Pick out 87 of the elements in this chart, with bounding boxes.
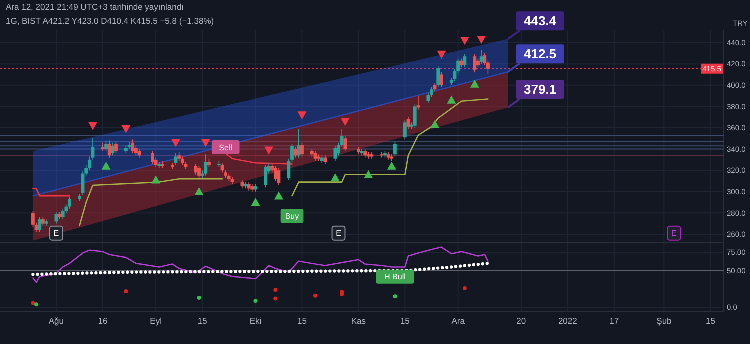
candlestick [264,164,268,188]
point [152,176,161,184]
x-tick-label: Kas [351,316,366,326]
annotation: E [54,229,60,238]
point [460,37,470,46]
candlestick [114,141,118,154]
annotation: E [672,229,677,238]
point [122,125,131,134]
point [31,301,36,306]
candlestick [194,164,198,176]
candlestick [61,208,65,220]
point [477,36,486,44]
annotation: 412.5 [524,46,557,62]
x-tick-label: Ağu [48,316,64,326]
candlestick [151,151,154,165]
point [387,162,396,170]
x-tick-label: 2022 [558,316,578,326]
chart-subtitle: 1G, BIST A421.2 Y423.0 D410.4 K415.5 −5.8 (−1.38%) [6,16,214,26]
candlestick [480,50,484,64]
candlestick [198,166,201,178]
point [197,296,202,300]
candlestick [403,120,407,140]
candlestick [314,151,318,162]
candlestick [277,168,281,186]
point [254,298,258,303]
candlestick [300,142,304,158]
point [314,294,318,298]
candlestick [440,72,444,88]
candlestick [380,152,384,158]
point [194,187,204,196]
candlestick [473,54,477,73]
candlestick [436,66,440,88]
point [251,198,260,206]
x-tick-label: Şub [656,316,672,326]
candlestick [274,166,278,182]
annotation: 443.4 [524,14,558,29]
candlestick [38,217,42,233]
point [330,174,340,182]
candlestick [204,154,208,176]
annotation: E [336,229,342,238]
x-tick-label: 15 [400,316,410,326]
candlestick [413,104,417,128]
point [274,192,284,200]
point [437,50,446,59]
point [470,80,480,88]
candlestick [111,142,115,156]
point [298,112,307,120]
candlestick [366,152,370,160]
candlestick [108,140,112,158]
point [124,289,128,294]
x-tick-label: 20 [516,316,526,326]
x-tick-label: 15 [297,316,308,326]
point [264,146,274,155]
candlestick [174,153,178,166]
candlestick [131,139,135,154]
point [447,96,456,104]
annotation: Sell [219,143,233,152]
x-tick-label: 17 [610,316,620,326]
point [88,122,98,130]
annotation: 379.1 [524,82,557,98]
candlestick [334,146,338,162]
point [462,286,467,291]
line-series [32,246,489,284]
chart-title: Ara 12, 2021 21:49 UTC+3 tarihinde yayınlandı [6,2,184,12]
point [274,288,278,292]
candlestick [68,196,72,210]
x-tick-label: 16 [98,316,108,326]
point [274,296,278,301]
x-tick-label: Eki [250,316,262,326]
point [172,139,181,148]
point [340,118,350,126]
point [201,139,210,148]
point [34,302,39,307]
annotation: Buy [285,212,300,221]
point [430,120,440,128]
point [364,170,374,178]
candlestick [394,141,397,158]
candlestick [104,140,108,152]
annotation: H Bull [384,272,406,282]
x-tick-label: 15 [706,316,716,326]
candlestick [344,136,348,152]
point [102,162,111,170]
point [393,294,398,299]
x-tick-label: Ara [452,316,466,326]
x-tick-label: 15 [198,316,208,326]
candlestick [297,128,301,158]
x-tick-label: Eyl [150,316,162,326]
